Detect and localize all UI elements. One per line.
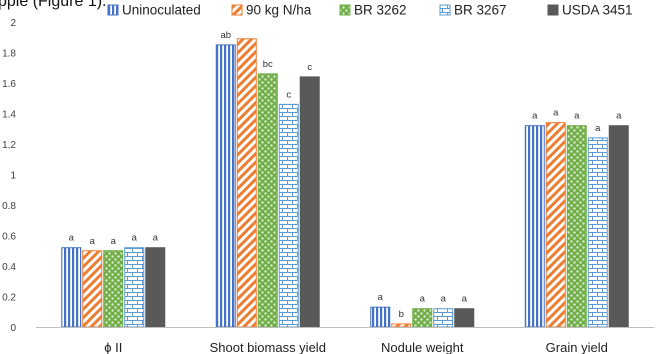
bar-90-kg-n-ha [82, 250, 103, 328]
bar-usda-3451 [145, 247, 166, 328]
significance-label: a [69, 233, 75, 244]
bar-90-kg-n-ha [545, 122, 566, 328]
significance-label: ab [220, 30, 231, 41]
significance-label: a [132, 233, 138, 244]
x-category-label: Nodule weight [381, 340, 464, 354]
bar-br-3267 [433, 308, 454, 328]
legend-swatch [547, 4, 559, 16]
bar-br-3262 [257, 73, 278, 328]
x-category-label: ϕ II [104, 340, 122, 354]
significance-label: c [307, 62, 312, 73]
y-axis: 0 0.2 0.4 0.6 0.8 1 1.2 1.4 1.6 1.8 2 [2, 18, 16, 334]
bar-uninoculated [215, 44, 236, 328]
significance-label: b [399, 309, 404, 320]
x-category-label: Grain yield [546, 340, 608, 354]
y-tick-label: 1 [10, 171, 16, 182]
bar-br-3262 [566, 125, 587, 328]
legend-swatch [439, 4, 451, 16]
significance-label: a [574, 111, 580, 122]
cropped-caption-text: pple (Figure 1). [0, 0, 107, 10]
significance-label: a [616, 111, 622, 122]
x-axis: ϕ II Shoot biomass yield Nodule weight Grai… [36, 327, 654, 354]
significance-label: a [111, 236, 117, 247]
legend-label: 90 kg N/ha [246, 3, 312, 18]
y-tick-label: 0 [10, 323, 16, 334]
legend-label: BR 3267 [454, 3, 507, 18]
y-tick-label: 0.6 [2, 232, 16, 243]
legend-swatch [107, 4, 119, 16]
bar-uninoculated [61, 247, 82, 328]
x-category-label: Shoot biomass yield [210, 340, 326, 354]
bar-usda-3451 [454, 308, 475, 328]
y-tick-label: 1.2 [2, 140, 16, 151]
bar-90-kg-n-ha [236, 38, 257, 328]
y-tick-label: 0.4 [2, 262, 16, 273]
y-tick-label: 1.6 [2, 79, 16, 90]
significance-label: a [441, 294, 447, 305]
significance-label: c [286, 89, 291, 100]
legend-swatch [231, 4, 243, 16]
significance-label: a [90, 236, 96, 247]
significance-label: a [153, 233, 159, 244]
legend-label: Uninoculated [122, 3, 201, 18]
bar-usda-3451 [299, 76, 320, 328]
bar-usda-3451 [608, 125, 629, 328]
bar-uninoculated [370, 306, 391, 328]
significance-label: a [595, 123, 601, 134]
bar-br-3262 [103, 250, 124, 328]
y-tick-label: 0.2 [2, 293, 16, 304]
y-tick-label: 1.8 [2, 49, 16, 60]
significance-label: a [462, 294, 468, 305]
y-tick-label: 2 [10, 18, 16, 29]
bar-br-3267 [587, 137, 608, 328]
bar-br-3267 [278, 103, 299, 328]
legend-label: BR 3262 [354, 3, 407, 18]
bar-uninoculated [524, 125, 545, 328]
y-tick-label: 0.8 [2, 201, 16, 212]
legend: Uninoculated 90 kg N/ha BR 3262 BR 3267 USDA… [107, 3, 633, 18]
y-tick-label: 1.4 [2, 110, 16, 121]
significance-label: bc [263, 59, 273, 70]
legend-swatch [339, 4, 351, 16]
bar-90-kg-n-ha [391, 323, 412, 328]
significance-label: a [420, 294, 426, 305]
bar-br-3267 [124, 247, 145, 328]
bar-br-3262 [412, 308, 433, 328]
significance-label: a [553, 108, 559, 119]
legend-label: USDA 3451 [562, 3, 633, 18]
significance-label: a [532, 111, 538, 122]
significance-label: a [378, 292, 384, 303]
